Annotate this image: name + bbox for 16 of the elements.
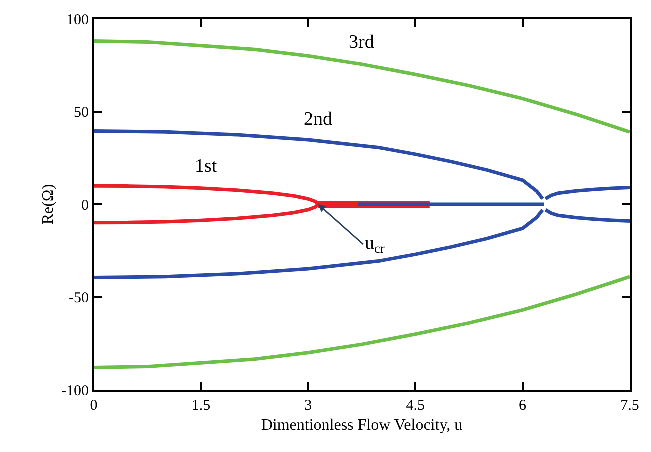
- y-tick-label: 50: [74, 105, 89, 121]
- annotation: u$_{cr}$: [365, 233, 386, 256]
- y-axis-title: Re(Ω): [40, 184, 57, 225]
- series-label: 3rd: [349, 32, 375, 53]
- x-axis-title: Dimentionless Flow Velocity, u: [261, 417, 463, 434]
- x-tick-label: 7.5: [620, 398, 640, 414]
- series-label: 2nd: [304, 109, 333, 130]
- y-tick-label: 0: [82, 198, 89, 214]
- y-tick-label: -100: [62, 383, 89, 400]
- x-tick-label: 6: [519, 398, 528, 414]
- x-tick-label: 3: [304, 398, 312, 414]
- y-tick-label: -50: [69, 290, 89, 306]
- x-tick-label: 1.5: [192, 398, 211, 414]
- y-tick-label: 100: [66, 12, 89, 28]
- x-tick-label: 4.5: [406, 398, 425, 414]
- series-label: 1st: [195, 156, 218, 177]
